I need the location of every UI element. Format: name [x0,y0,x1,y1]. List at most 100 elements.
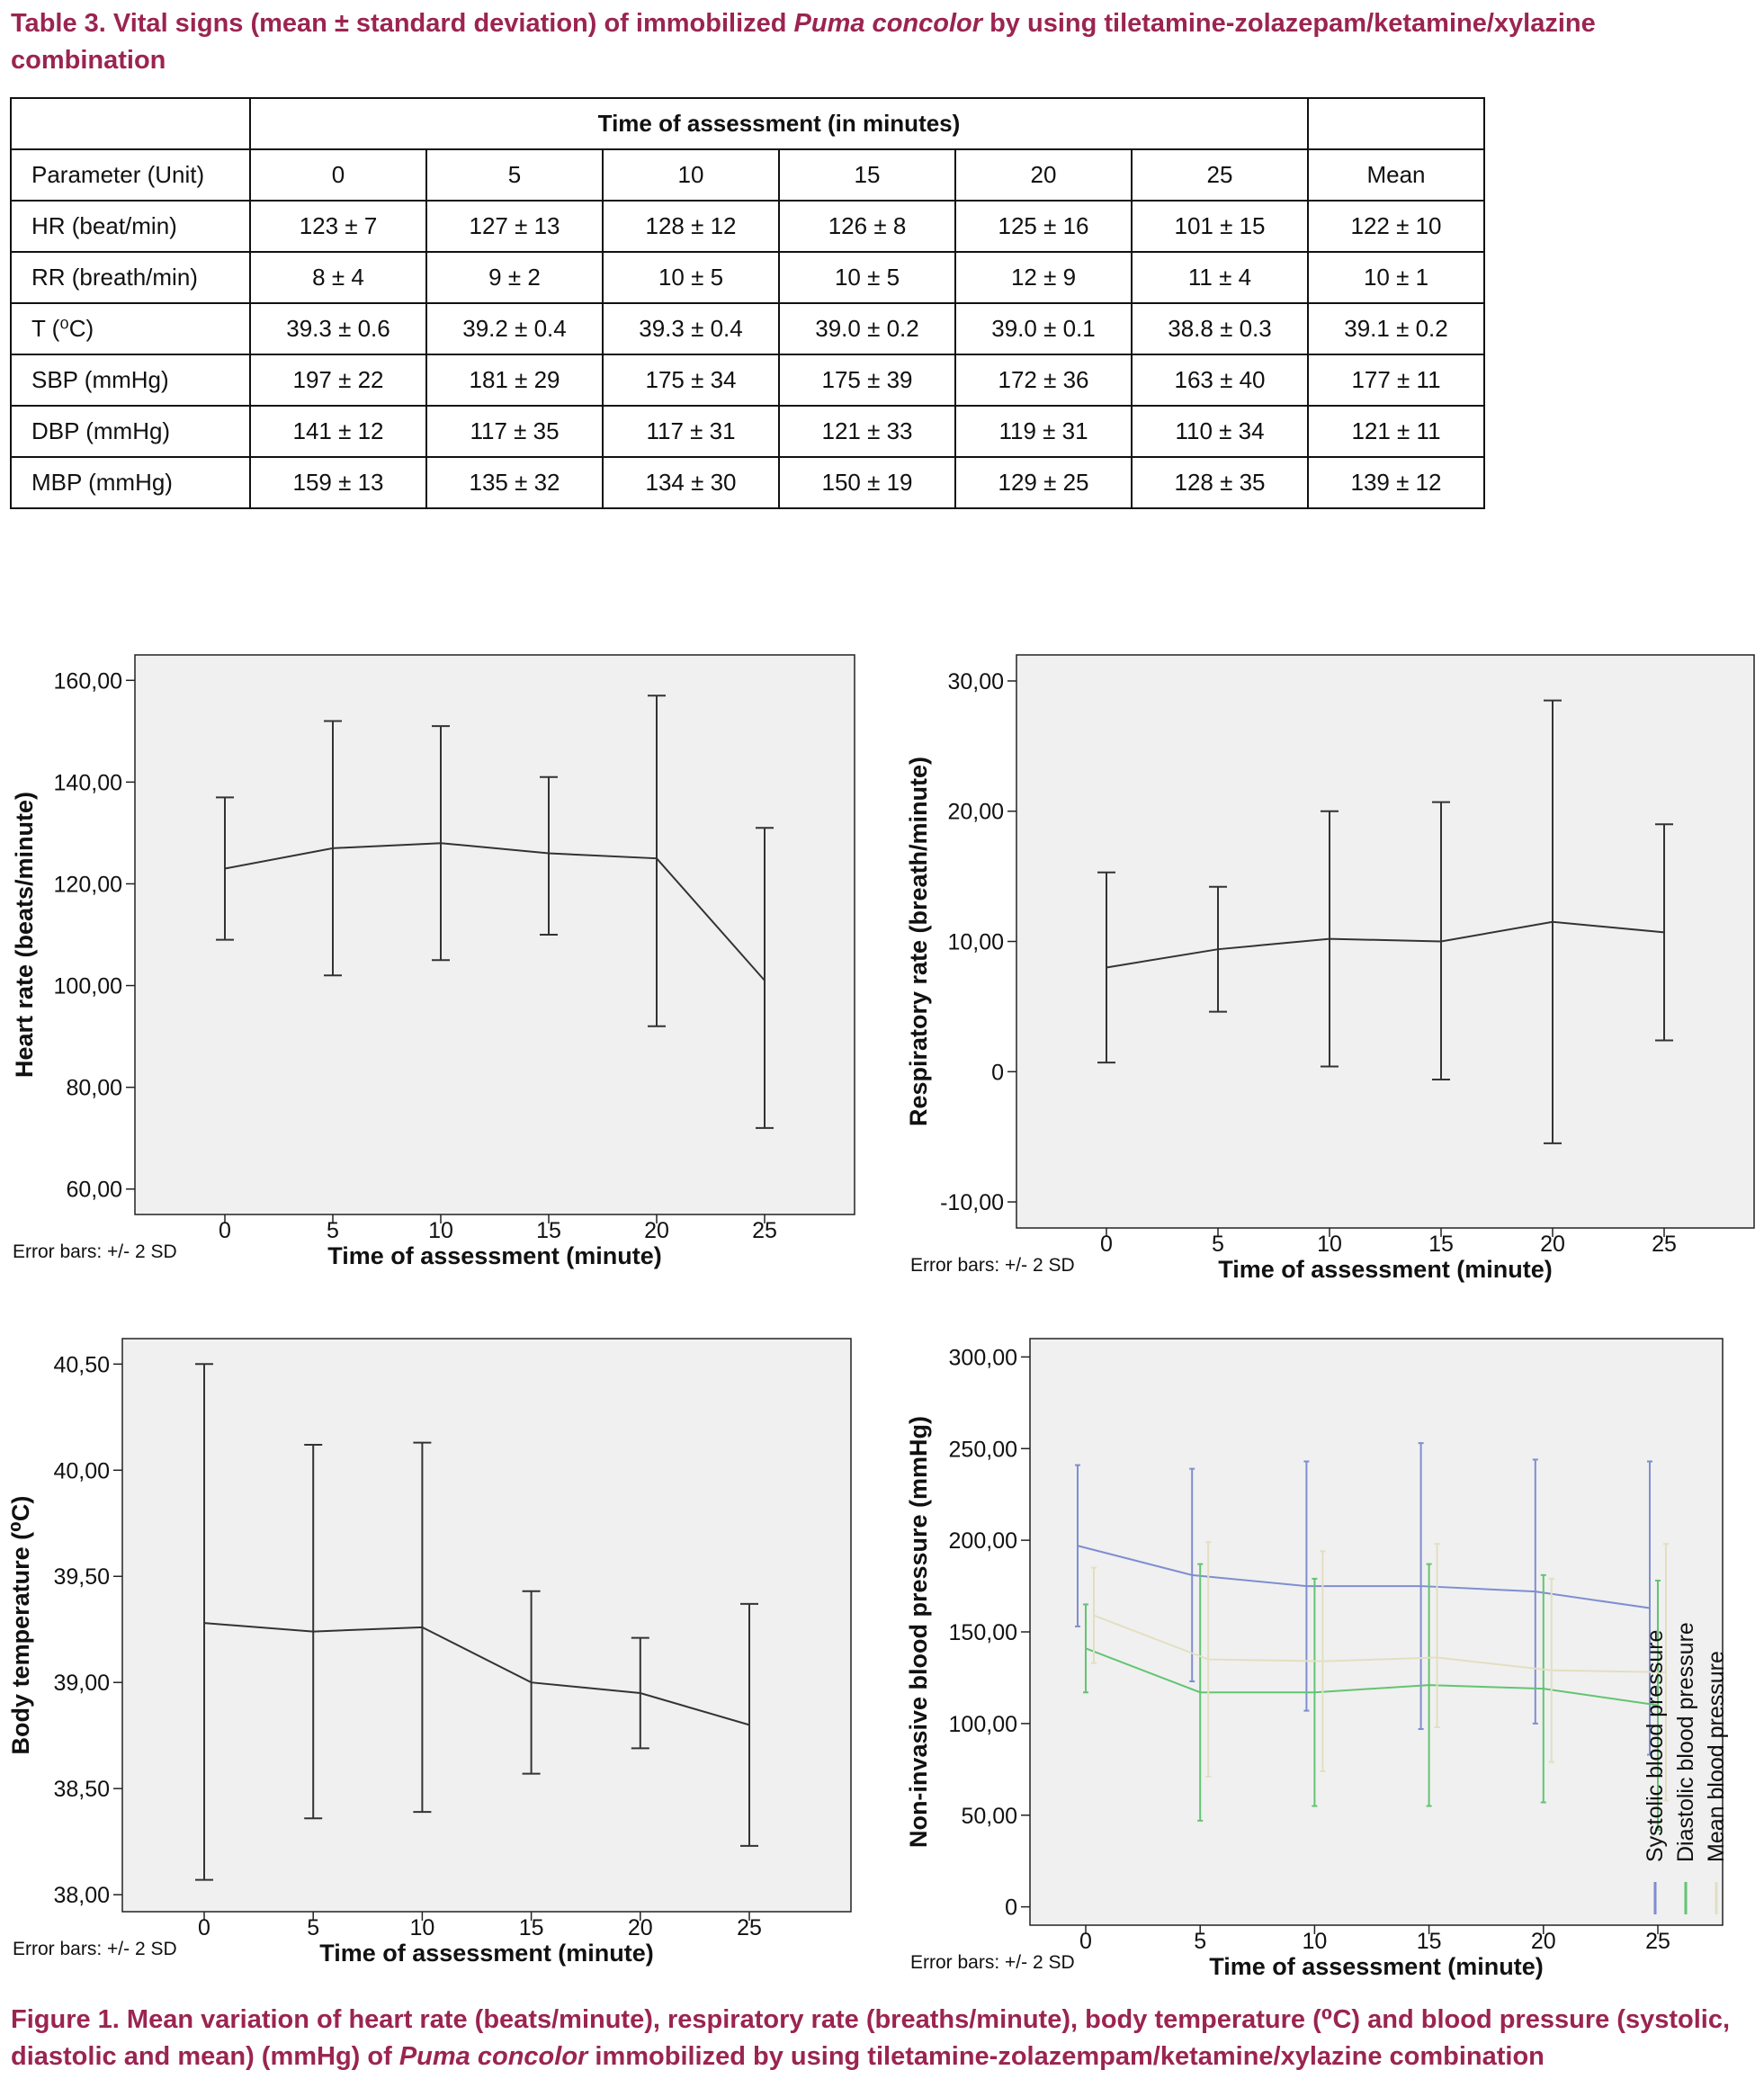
x-tick-label: 0 [219,1218,231,1243]
y-tick-label: 38,00 [53,1883,110,1908]
x-tick-label: 15 [1428,1232,1454,1257]
y-axis-title: Body temperature (⁰C) [7,1496,34,1755]
table-cell: 117 ± 31 [602,405,780,458]
heart-rate-chart: 60,00 80,00 100,00 120,00 140,00 160,00 0 5 10 15… [11,654,855,1269]
table-cell: 11 ± 4 [1131,251,1309,304]
series-line [224,842,766,981]
table-cell: 172 ± 36 [954,354,1133,407]
table-cell: 119 ± 31 [954,405,1133,458]
table-param-cell: MBP (mmHg) [10,456,251,509]
table-cell: 175 ± 34 [602,354,780,407]
y-tick-label: 40,50 [53,1352,110,1377]
x-tick-label: 25 [1652,1232,1677,1257]
table-cell: 123 ± 7 [249,200,427,253]
y-tick-label: 60,00 [66,1178,122,1203]
y-tick-label: 0 [991,1060,1004,1085]
table-header-cell: 10 [602,148,780,202]
table-row: T (⁰C) 39.3 ± 0.6 39.2 ± 0.4 39.3 ± 0.4 … [10,302,1485,355]
table-cell: 159 ± 13 [249,456,427,509]
x-tick-label: 15 [519,1915,544,1940]
x-tick-label: 10 [1302,1929,1327,1954]
y-tick-label: 120,00 [54,872,122,897]
table-cell: 10 ± 5 [602,251,780,304]
table-cell: 135 ± 32 [425,456,604,509]
x-tick-label: 25 [752,1218,777,1243]
plot-area [1016,654,1755,1229]
table-cell: 121 ± 33 [778,405,956,458]
x-axis-title: Time of assessment (minute) [319,1940,654,1967]
y-tick-label: 100,00 [949,1712,1017,1737]
table-header-cell: 5 [425,148,604,202]
table-row: SBP (mmHg) 197 ± 22 181 ± 29 175 ± 34 17… [10,354,1485,407]
error-bar-note: Error bars: +/- 2 SD [910,1255,1075,1276]
x-tick-label: 20 [1540,1232,1565,1257]
error-bar-note: Error bars: +/- 2 SD [13,1241,177,1262]
x-tick-label: 20 [628,1915,653,1940]
x-tick-label: 5 [1212,1232,1224,1257]
x-tick-label: 5 [327,1218,339,1243]
y-tick-label: 20,00 [947,800,1004,825]
table-cell: 134 ± 30 [602,456,780,509]
y-axis-title: Respiratory rate (breath/minute) [905,757,932,1126]
x-tick-label: 0 [198,1915,210,1940]
y-tick-label: 160,00 [54,668,122,694]
table-span-header-row: Time of assessment (in minutes) [10,97,1485,150]
error-bar-note: Error bars: +/- 2 SD [910,1952,1075,1973]
plot-area [1029,1338,1724,1926]
table-header-row: Parameter (Unit) 0 5 10 15 20 25 Mean [10,148,1485,202]
table-cell: 150 ± 19 [778,456,956,509]
y-tick-label: 10,00 [947,930,1004,955]
table-corner-cell [10,97,251,150]
table-cell: 39.0 ± 0.2 [778,302,956,355]
table-cell: 129 ± 25 [954,456,1133,509]
x-tick-label: 5 [307,1915,319,1940]
table-cell: 139 ± 12 [1307,456,1485,509]
x-tick-label: 0 [1079,1929,1092,1954]
table-cell: 122 ± 10 [1307,200,1485,253]
y-tick-label: 80,00 [66,1076,122,1101]
table-cell: 10 ± 5 [778,251,956,304]
table-header-cell: 20 [954,148,1133,202]
table-cell: 12 ± 9 [954,251,1133,304]
table-cell: 39.3 ± 0.6 [249,302,427,355]
table-cell: 10 ± 1 [1307,251,1485,304]
series-line [203,1622,750,1726]
series-line [1085,1647,1659,1707]
error-bar-note: Error bars: +/- 2 SD [13,1939,177,1959]
table-cell: 128 ± 12 [602,200,780,253]
table-param-cell: RR (breath/min) [10,251,251,304]
x-tick-label: 0 [1100,1232,1113,1257]
table-header-cell: 15 [778,148,956,202]
table-caption-species: Puma concolor [793,9,983,38]
y-tick-label: 0 [1005,1895,1017,1921]
table-cell: 163 ± 40 [1131,354,1309,407]
legend-label: Diastolic blood pressure [1673,1622,1698,1862]
x-axis-title: Time of assessment (minute) [1218,1256,1553,1283]
legend-label: Mean blood pressure [1704,1651,1729,1862]
series-line [1106,920,1665,969]
plot-area [134,654,855,1215]
table-header-cell: Parameter (Unit) [10,148,251,202]
x-axis-title: Time of assessment (minute) [327,1242,662,1269]
table-cell: 181 ± 29 [425,354,604,407]
y-tick-label: 250,00 [949,1437,1017,1462]
y-tick-label: 150,00 [949,1620,1017,1645]
y-tick-label: 50,00 [961,1804,1017,1829]
x-tick-label: 25 [1645,1929,1670,1954]
y-axis-title: Non-invasive blood pressure (mmHg) [905,1416,932,1848]
vital-signs-table: Time of assessment (in minutes) Paramete… [10,97,1485,509]
y-tick-label: 200,00 [949,1528,1017,1554]
table-caption-text-a: Vital signs (mean ± standard deviation) … [105,9,794,38]
table-cell: 110 ± 34 [1131,405,1309,458]
table-row: MBP (mmHg) 159 ± 13 135 ± 32 134 ± 30 15… [10,456,1485,509]
figure-caption-text-b: immobilized by using tiletamine-zolazemp… [587,2042,1545,2071]
table-caption-text-b: by using tiletamine-zolazepam/ketamine/x… [11,9,1596,75]
y-tick-label: 39,00 [53,1671,110,1696]
table-header-cell: Mean [1307,148,1485,202]
y-tick-label: 140,00 [54,770,122,795]
table-param-cell: HR (beat/min) [10,200,251,253]
table-header-cell: 0 [249,148,427,202]
legend-label: Systolic blood pressure [1643,1630,1668,1862]
y-tick-label: 40,00 [53,1458,110,1483]
table-cell: 121 ± 11 [1307,405,1485,458]
